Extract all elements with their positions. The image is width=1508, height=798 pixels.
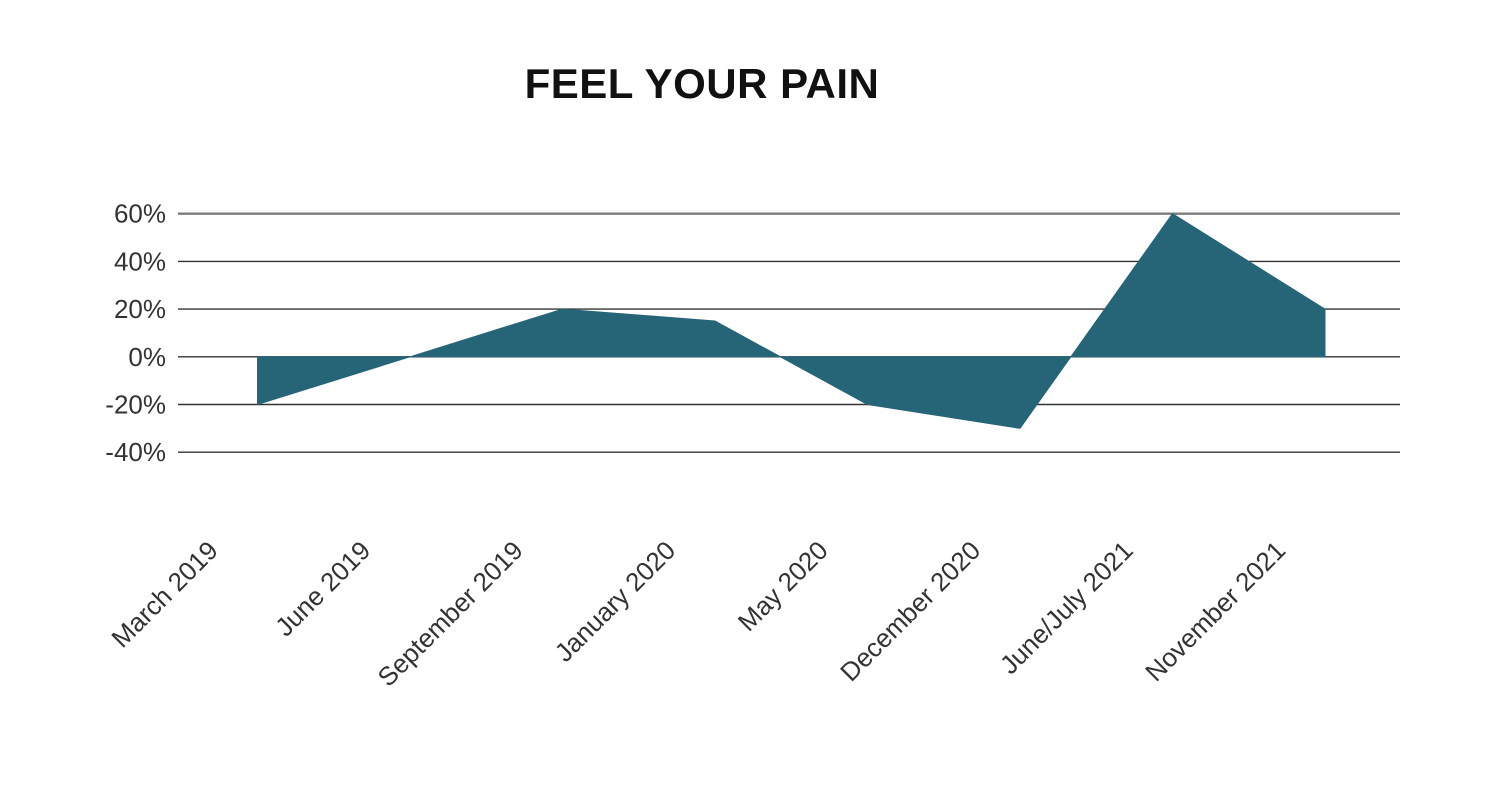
- x-tick-label-8: November 2021: [1139, 535, 1291, 687]
- x-tick-label-7: June/July 2021: [994, 535, 1139, 680]
- x-tick-label-2: June 2019: [269, 535, 376, 642]
- x-tick-label-5: May 2020: [732, 535, 834, 637]
- y-tick-label--20: -20%: [105, 390, 166, 420]
- y-tick-label--40: -40%: [105, 437, 166, 467]
- chart-title: FEEL YOUR PAIN: [524, 60, 880, 107]
- y-tick-label-20: 20%: [114, 294, 166, 324]
- y-tick-label-40: 40%: [114, 246, 166, 276]
- y-tick-label-60: 60%: [114, 199, 166, 229]
- x-tick-label-3: September 2019: [372, 535, 529, 692]
- x-tick-label-6: December 2020: [834, 535, 986, 687]
- y-tick-label-0: 0%: [128, 342, 166, 372]
- area-series-group: [257, 213, 1326, 429]
- x-tick-label-1: March 2019: [105, 535, 223, 653]
- area-shape: [257, 213, 1326, 429]
- x-tick-label-4: January 2020: [549, 535, 682, 668]
- y-axis-labels-group: 60% 40% 20% 0% -20% -40%: [105, 199, 166, 468]
